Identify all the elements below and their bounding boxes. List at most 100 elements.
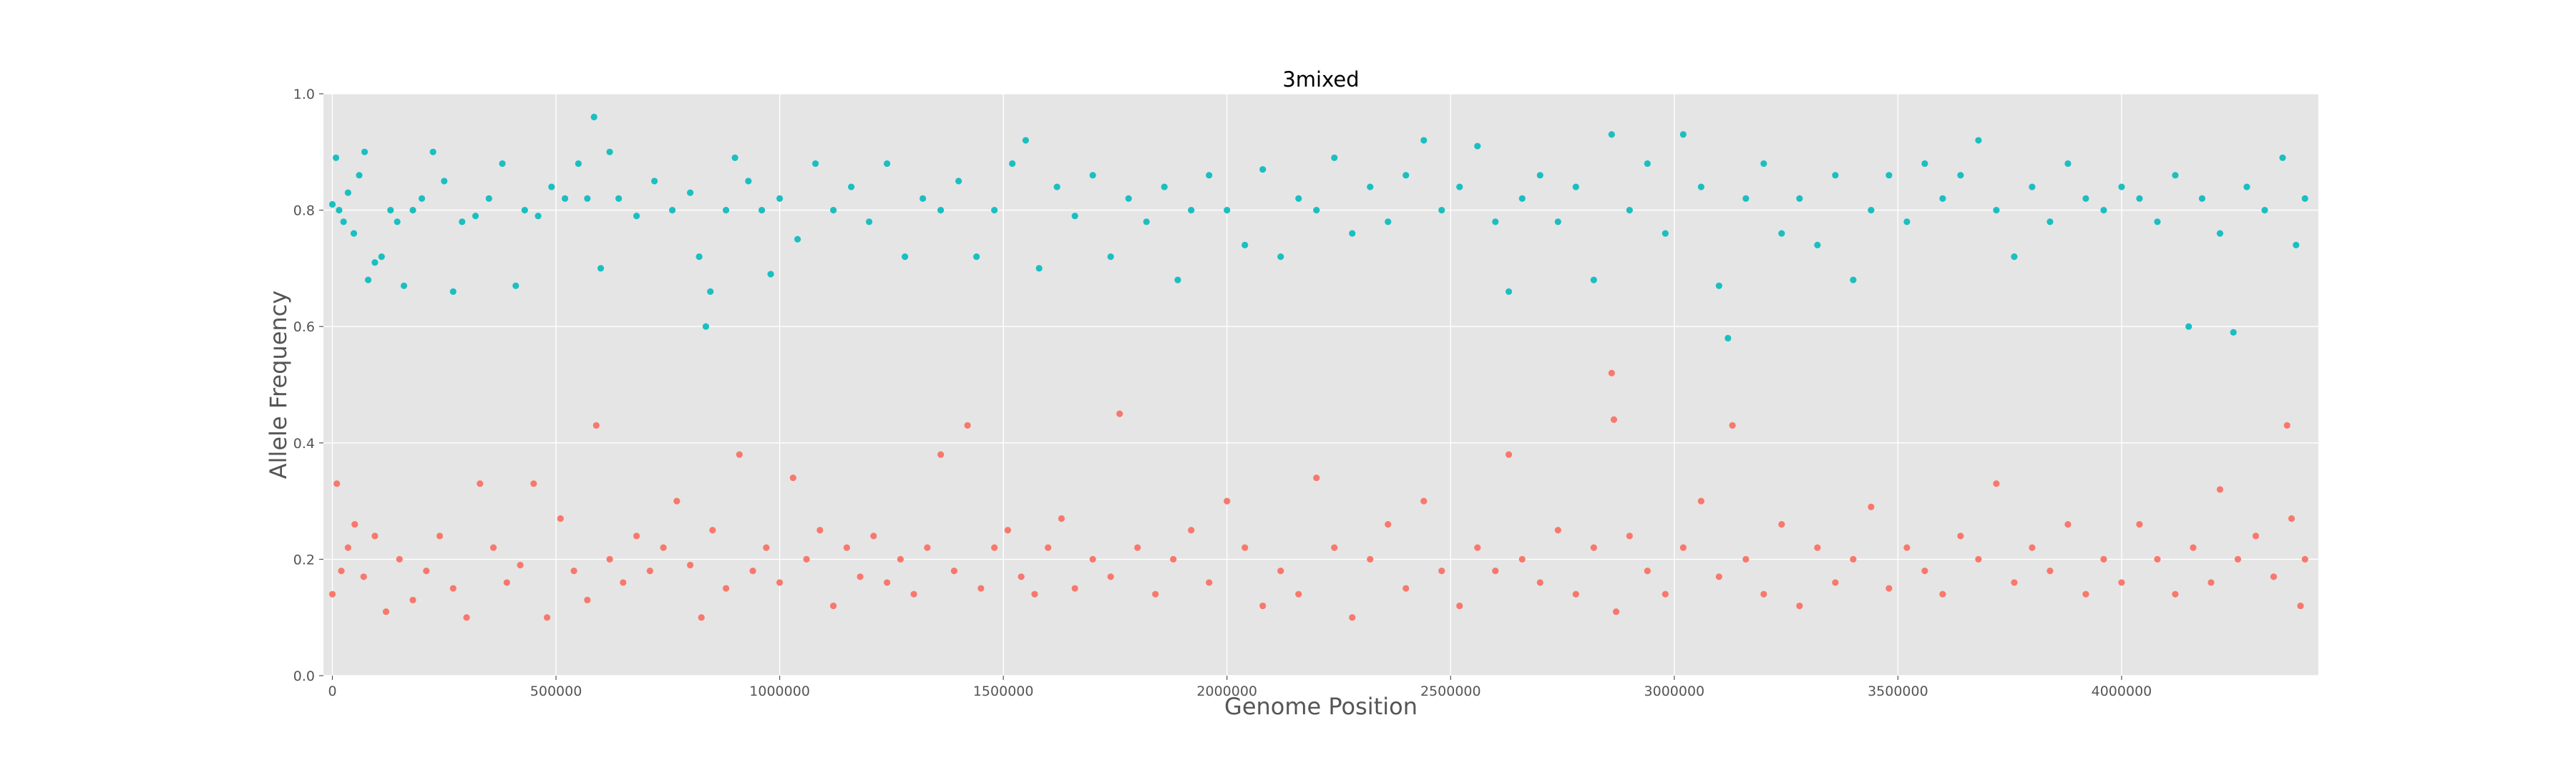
data-point: [2185, 323, 2192, 330]
data-point: [1903, 544, 1911, 551]
data-point: [902, 253, 909, 261]
data-point: [702, 323, 710, 330]
data-point: [351, 521, 358, 528]
data-point: [1796, 602, 1803, 610]
data-point: [1832, 579, 1839, 586]
data-point: [1850, 276, 1857, 283]
data-point: [1022, 137, 1030, 144]
data-point: [521, 207, 528, 214]
data-point: [371, 533, 379, 540]
data-point: [606, 555, 613, 563]
x-tick-label: 2000000: [1196, 684, 1257, 699]
data-point: [2100, 555, 2107, 563]
data-point: [1742, 555, 1750, 563]
data-point: [1385, 521, 1392, 528]
data-point: [328, 590, 336, 598]
data-point: [1505, 451, 1513, 458]
data-point: [843, 544, 850, 551]
data-point: [1295, 195, 1302, 202]
data-point: [441, 178, 448, 185]
data-point: [328, 200, 336, 208]
data-point: [977, 585, 985, 592]
data-point: [1729, 422, 1736, 429]
data-point: [592, 422, 600, 429]
data-point: [336, 207, 343, 214]
data-point: [1644, 160, 1651, 167]
data-point: [2136, 195, 2143, 202]
data-point: [378, 253, 385, 261]
data-point: [1505, 288, 1513, 296]
data-point: [776, 579, 784, 586]
data-point: [950, 568, 958, 575]
data-point: [2216, 230, 2224, 237]
data-point: [400, 282, 408, 289]
data-point: [1438, 207, 1445, 214]
data-point: [1224, 207, 1231, 214]
data-point: [2172, 172, 2179, 179]
data-point: [1474, 142, 1481, 150]
data-point: [1626, 207, 1633, 214]
data-point: [1885, 585, 1893, 592]
data-point: [2198, 195, 2206, 202]
data-point: [499, 160, 506, 167]
data-point: [1018, 573, 1025, 580]
data-point: [1957, 172, 1964, 179]
data-point: [1590, 544, 1597, 551]
data-point: [1572, 590, 1579, 598]
data-point: [633, 213, 640, 220]
grid: [323, 93, 2318, 676]
data-point: [745, 178, 752, 185]
data-point: [1760, 590, 1767, 598]
data-point: [1089, 172, 1096, 179]
data-point: [1241, 544, 1249, 551]
data-point: [1349, 614, 1356, 621]
data-point: [1241, 241, 1249, 248]
data-point: [2243, 183, 2250, 190]
data-point: [1760, 160, 1767, 167]
data-point: [1536, 172, 1543, 179]
data-point: [364, 276, 372, 283]
data-point: [803, 555, 810, 563]
data-point: [1939, 590, 1946, 598]
data-point: [2270, 573, 2278, 580]
data-point: [2297, 602, 2304, 610]
data-point: [924, 544, 931, 551]
data-point: [561, 195, 569, 202]
data-point: [789, 474, 796, 482]
data-point: [1608, 131, 1615, 138]
data-point: [543, 614, 551, 621]
data-point: [1313, 474, 1320, 482]
data-point: [1679, 544, 1687, 551]
data-point: [1259, 166, 1267, 173]
data-point: [1143, 218, 1150, 225]
x-axis-title: Genome Position: [1224, 693, 1418, 720]
data-point: [991, 207, 998, 214]
data-point: [2293, 241, 2300, 248]
data-point: [1724, 334, 1732, 342]
data-point: [830, 207, 837, 214]
data-point: [570, 568, 577, 575]
data-point: [1939, 195, 1946, 202]
data-point: [1107, 573, 1114, 580]
data-point: [866, 218, 873, 225]
data-point: [2301, 555, 2308, 563]
data-point: [910, 590, 917, 598]
y-tick-label: 0.0: [293, 669, 315, 684]
data-point: [1004, 527, 1012, 534]
x-tick-label: 1500000: [973, 684, 1034, 699]
x-tick-label: 3500000: [1868, 684, 1928, 699]
data-point: [338, 568, 345, 575]
data-point: [1662, 590, 1669, 598]
data-point: [409, 207, 416, 214]
data-point: [1492, 218, 1499, 225]
data-point: [1402, 585, 1410, 592]
data-point: [1474, 544, 1481, 551]
data-point: [1035, 265, 1043, 272]
data-point: [1608, 369, 1615, 376]
data-point: [2011, 253, 2018, 261]
data-point: [1331, 544, 1338, 551]
data-point: [584, 596, 591, 603]
data-point: [1174, 276, 1181, 283]
